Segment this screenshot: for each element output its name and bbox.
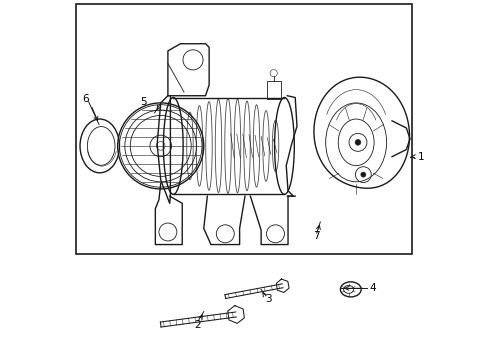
Text: 7: 7 xyxy=(314,231,320,241)
Text: 4: 4 xyxy=(370,283,376,293)
Circle shape xyxy=(361,172,366,177)
Text: 2: 2 xyxy=(195,320,201,330)
Text: 1: 1 xyxy=(417,152,424,162)
Circle shape xyxy=(355,139,361,145)
Bar xyxy=(267,81,281,99)
Text: 6: 6 xyxy=(82,94,89,104)
Text: 3: 3 xyxy=(265,294,271,304)
Text: 5: 5 xyxy=(141,97,147,107)
Bar xyxy=(76,4,412,253)
